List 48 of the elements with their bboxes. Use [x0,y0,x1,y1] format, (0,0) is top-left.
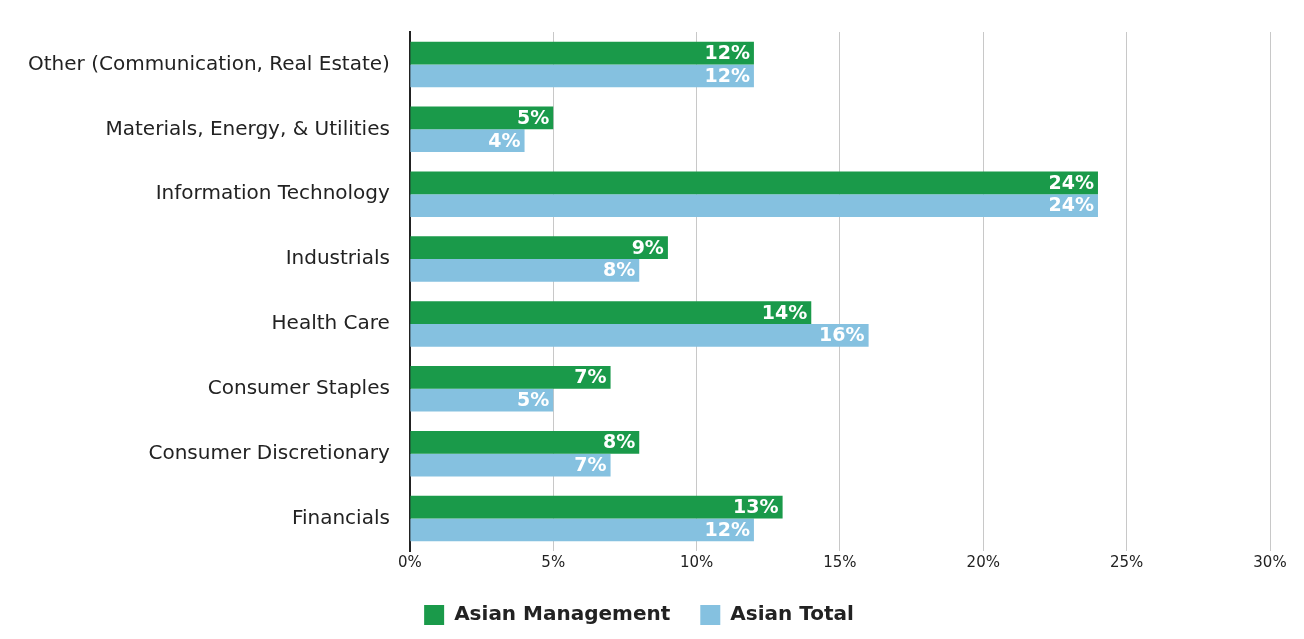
data-label: 24% [1048,193,1094,216]
x-tick-label: 5% [541,552,566,571]
data-label: 24% [1048,170,1094,193]
y-tick-label: Consumer Discretionary [148,439,391,464]
bar [410,453,611,477]
data-label: 12% [704,41,750,64]
bar [410,366,611,389]
data-label: 7% [574,452,607,475]
bar [410,495,783,519]
legend-label: Asian Management [454,601,671,626]
bar [410,518,754,542]
y-tick-label: Health Care [271,310,390,335]
bar [410,301,812,324]
bar [410,388,554,412]
data-label: 14% [761,300,808,323]
bar [410,236,668,260]
data-label: 7% [574,365,607,388]
bar [410,41,754,65]
x-tick-label: 0% [397,552,422,571]
data-label: 13% [733,495,779,518]
legend-label: Asian Total [730,601,854,626]
bar [410,129,525,153]
data-label: 5% [516,388,550,411]
data-label: 8% [602,258,636,281]
x-tick-label: 30% [1253,552,1287,571]
data-label: 8% [602,430,636,453]
data-label: 4% [488,128,521,151]
bar [410,259,640,282]
bar [410,430,640,454]
data-label: 12% [704,517,750,540]
y-tick-label: Financials [291,504,390,529]
y-tick-label: Information Technology [155,180,391,205]
y-tick-label: Industrials [285,245,390,270]
data-label: 12% [704,63,750,86]
x-tick-label: 25% [1109,552,1144,571]
data-label: 5% [516,105,550,128]
bar [410,194,1098,217]
y-tick-label: Consumer Staples [207,375,390,400]
x-tick-label: 20% [966,552,1000,571]
bar [410,64,754,88]
data-label: 9% [631,235,664,258]
x-tick-label: 15% [823,552,857,571]
x-tick-label: 10% [679,552,714,571]
y-tick-label: Other (Communication, Real Estate) [28,50,390,75]
bar [410,171,1098,195]
y-tick-label: Materials, Energy, & Utilities [105,115,390,140]
data-label: 16% [819,323,865,346]
bar [410,323,869,347]
